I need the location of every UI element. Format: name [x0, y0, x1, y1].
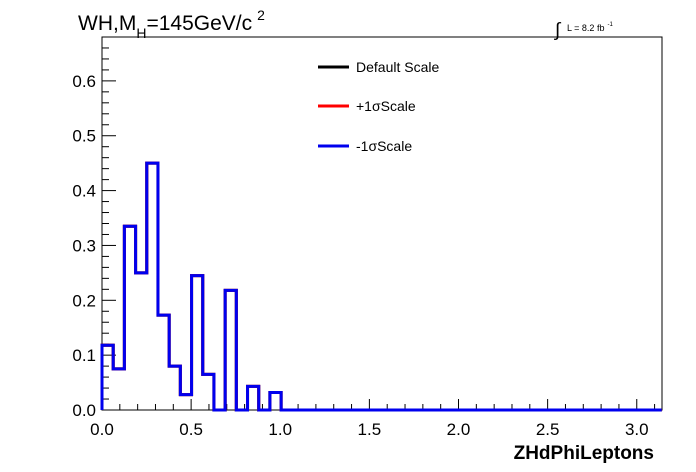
plot-frame — [101, 36, 663, 411]
legend-label-plus1sigma: +1σScale — [356, 98, 416, 114]
x-tick-label: 1.5 — [358, 420, 382, 439]
series-layer — [100, 161, 662, 412]
x-tick-label: 1.0 — [268, 420, 292, 439]
legend-label-default: Default Scale — [356, 59, 439, 75]
lumi-label: L = 8.2 fb -1 — [567, 22, 613, 33]
legend-label-minus1sigma: -1σScale — [356, 138, 412, 154]
lumi-sup: -1 — [607, 22, 613, 28]
x-tick-label: 3.0 — [625, 420, 649, 439]
x-tick-label: 2.5 — [536, 420, 560, 439]
legend: Default Scale +1σScale -1σScale — [318, 59, 439, 154]
x-axis: 0.0 0.5 1.0 1.5 2.0 2.5 3.0 — [90, 399, 656, 439]
y-tick-label: 0.4 — [72, 182, 96, 201]
lumi-integral-icon: ∫ — [554, 20, 562, 41]
x-tick-label: 0.0 — [90, 420, 114, 439]
x-tick-label: 0.5 — [179, 420, 203, 439]
chart-title: WH,MH=145GeV/c 2 — [78, 7, 265, 41]
x-axis-label: ZHdPhiLeptons — [514, 443, 654, 464]
title-sub: H — [136, 25, 146, 41]
title-rest: =145GeV/c — [146, 12, 252, 35]
x-tick-label: 2.0 — [447, 420, 471, 439]
y-tick-label: 0.2 — [72, 291, 96, 310]
title-main: WH,M — [78, 12, 136, 35]
histogram-series-0 — [100, 161, 662, 412]
y-axis: 0.0 0.1 0.2 0.3 0.4 0.5 0.6 — [72, 36, 116, 420]
histogram-series-2 — [100, 161, 662, 412]
title-sup: 2 — [257, 7, 265, 23]
y-tick-label: 0.3 — [72, 236, 96, 255]
histogram-series-1 — [100, 161, 662, 412]
y-tick-label: 0.0 — [72, 401, 96, 420]
lumi-text: L = 8.2 fb — [567, 23, 604, 33]
y-tick-label: 0.5 — [72, 127, 96, 146]
y-tick-label: 0.6 — [72, 72, 96, 91]
y-tick-label: 0.1 — [72, 346, 96, 365]
